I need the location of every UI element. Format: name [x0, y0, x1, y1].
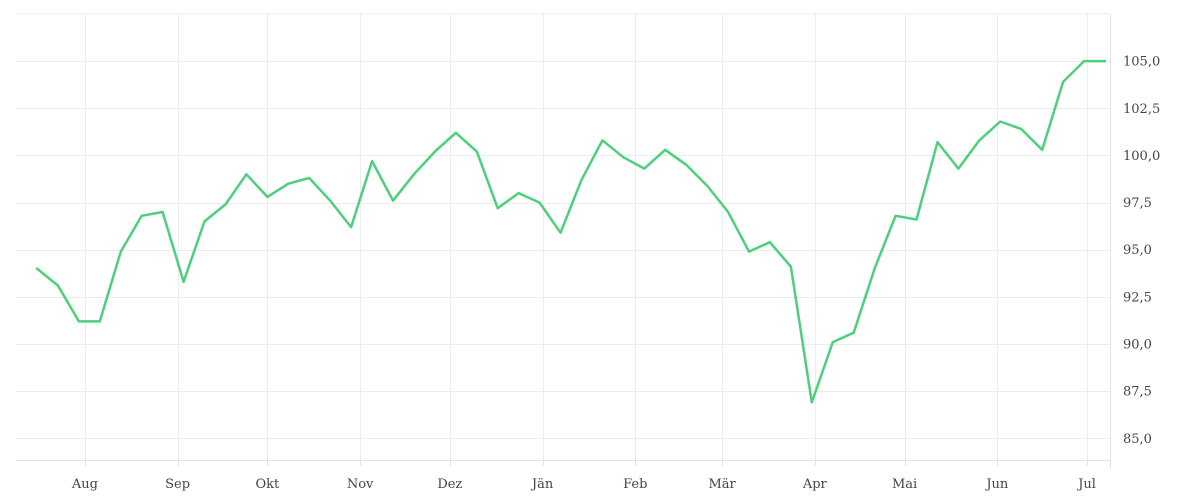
data-point[interactable]: [621, 155, 625, 159]
y-tick-label: 100,0: [1123, 149, 1160, 164]
data-point[interactable]: [956, 167, 960, 171]
x-tick-label: Mär: [708, 477, 736, 492]
data-point[interactable]: [349, 225, 353, 229]
data-point[interactable]: [684, 163, 688, 167]
data-point[interactable]: [370, 159, 374, 163]
x-axis-tick-labels: Aug Sep Okt Nov Dez Jän Feb Mär Apr Mai Jun Jul: [71, 477, 1096, 492]
data-point[interactable]: [538, 201, 542, 205]
data-point[interactable]: [475, 150, 479, 154]
data-point[interactable]: [663, 148, 667, 152]
data-point[interactable]: [433, 150, 437, 154]
data-point[interactable]: [412, 172, 416, 176]
x-tick-label: Jän: [530, 477, 554, 492]
data-point[interactable]: [1019, 127, 1023, 131]
y-tick-label: 92,5: [1123, 290, 1152, 305]
data-point[interactable]: [307, 176, 311, 180]
y-tick-label: 87,5: [1123, 385, 1152, 400]
data-point[interactable]: [1103, 59, 1107, 63]
data-point[interactable]: [894, 214, 898, 218]
x-tick-label: Mai: [892, 477, 917, 492]
data-point[interactable]: [517, 191, 521, 195]
data-point[interactable]: [77, 319, 81, 323]
data-point[interactable]: [161, 210, 165, 214]
data-point[interactable]: [265, 195, 269, 199]
data-point[interactable]: [203, 219, 207, 223]
x-tick-label: Feb: [623, 477, 647, 492]
data-point[interactable]: [705, 184, 709, 188]
y-tick-label: 90,0: [1123, 338, 1152, 353]
data-point[interactable]: [1082, 59, 1086, 63]
data-point[interactable]: [977, 138, 981, 142]
data-point[interactable]: [747, 250, 751, 254]
data-point[interactable]: [35, 267, 39, 271]
data-point[interactable]: [852, 331, 856, 335]
data-point[interactable]: [328, 199, 332, 203]
x-tick-label: Jun: [984, 477, 1009, 492]
axes: [16, 14, 1111, 468]
grid-lines: [16, 13, 1110, 460]
data-point[interactable]: [915, 218, 919, 222]
data-point[interactable]: [810, 400, 814, 404]
data-point[interactable]: [224, 202, 228, 206]
x-tick-label: Dez: [437, 477, 462, 492]
x-tick-label: Jul: [1076, 477, 1096, 492]
data-point[interactable]: [998, 120, 1002, 124]
data-point[interactable]: [789, 265, 793, 269]
x-tick-label: Aug: [71, 477, 98, 492]
data-point[interactable]: [98, 319, 102, 323]
x-tick-label: Sep: [165, 477, 190, 492]
x-tick-label: Nov: [347, 477, 374, 492]
data-point[interactable]: [873, 267, 877, 271]
data-point[interactable]: [559, 231, 563, 235]
data-point[interactable]: [391, 199, 395, 203]
x-tick-label: Apr: [802, 477, 828, 492]
data-point[interactable]: [1040, 148, 1044, 152]
data-point[interactable]: [600, 138, 604, 142]
data-point[interactable]: [580, 178, 584, 182]
data-point[interactable]: [454, 131, 458, 135]
x-tick-label: Okt: [256, 477, 281, 492]
y-axis-tick-labels: 85,0 87,5 90,0 92,5 95,0 97,5 100,0 102,5 105,0: [1123, 55, 1160, 447]
data-point[interactable]: [831, 340, 835, 344]
y-tick-label: 85,0: [1123, 432, 1152, 447]
data-point[interactable]: [496, 206, 500, 210]
data-point[interactable]: [119, 250, 123, 254]
y-tick-label: 95,0: [1123, 243, 1152, 258]
data-point[interactable]: [244, 172, 248, 176]
y-tick-label: 97,5: [1123, 196, 1152, 211]
data-point[interactable]: [182, 280, 186, 284]
y-tick-label: 105,0: [1123, 55, 1160, 70]
data-point[interactable]: [286, 182, 290, 186]
data-point[interactable]: [642, 167, 646, 171]
series-line: [35, 59, 1107, 404]
data-point[interactable]: [1061, 80, 1065, 84]
series-layer: [35, 59, 1107, 404]
y-tick-label: 102,5: [1123, 102, 1160, 117]
data-point[interactable]: [768, 240, 772, 244]
data-point[interactable]: [56, 284, 60, 288]
data-point[interactable]: [936, 140, 940, 144]
data-point[interactable]: [140, 214, 144, 218]
data-point[interactable]: [726, 210, 730, 214]
